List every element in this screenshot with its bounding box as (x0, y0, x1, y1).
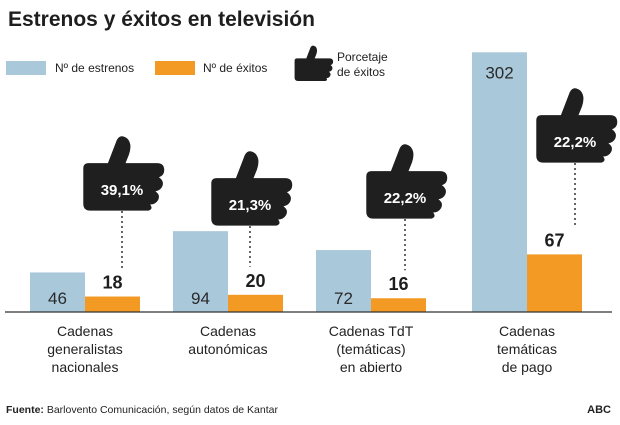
legend-label-exitos: Nº de éxitos (203, 61, 268, 75)
category-label-line: Cadenas (498, 323, 556, 339)
category-label: Cadenas generalistas nacionales (20, 322, 150, 376)
thumbs-up-shape (211, 151, 293, 226)
category-label-line: Cadenas TdT (328, 323, 414, 339)
category-label-line: temáticas (497, 341, 557, 357)
bar-estrenos (472, 52, 527, 312)
brand-logo: ABC (587, 404, 611, 416)
category-label: Cadenas TdT (temáticas) en abierto (306, 322, 436, 376)
percentage-label: 22,2% (554, 134, 597, 151)
source-label: Fuente: (6, 404, 44, 416)
legend-porcentaje-line2: de éxitos (337, 65, 386, 79)
value-label-estrenos: 302 (485, 63, 513, 82)
value-label-estrenos: 46 (48, 289, 67, 308)
bar-estrenos (173, 231, 228, 312)
percentage-label: 21,3% (229, 197, 272, 214)
category-label-line: Cadenas (199, 323, 257, 339)
category-label-line: de pago (501, 359, 553, 375)
bar-exitos (85, 296, 140, 312)
thumbs-up-shape (83, 136, 165, 211)
thumbs-up-shape (536, 88, 618, 163)
source-text: Barlovento Comunicación, según datos de … (43, 404, 278, 416)
legend-porcentaje-line1: Porcetaje (337, 50, 388, 64)
value-label-estrenos: 72 (334, 289, 353, 308)
legend-thumbs-up-icon (294, 45, 334, 81)
bar-exitos (228, 294, 283, 312)
category-label-line: nacionales (51, 359, 119, 375)
value-label-exitos: 67 (544, 230, 564, 250)
bar-exitos (371, 298, 426, 312)
thumbs-up-icon (536, 88, 618, 163)
legend-swatch-estrenos (6, 61, 46, 75)
category-label: Cadenas autonómicas (163, 322, 293, 358)
thumbs-up-shape (366, 144, 448, 219)
legend-swatch-exitos (155, 61, 195, 75)
value-label-exitos: 18 (102, 273, 122, 293)
value-label-exitos: 16 (388, 274, 408, 294)
source-note: Fuente: Barlovento Comunicación, según d… (6, 404, 278, 416)
category-label-line: en abierto (339, 359, 403, 375)
category-label-line: Cadenas (56, 323, 114, 339)
bar-exitos (527, 254, 582, 312)
percentage-label: 22,2% (384, 190, 427, 207)
percentage-label: 39,1% (101, 182, 144, 199)
legend-label-porcentaje: Porcetaje de éxitos (337, 50, 388, 80)
value-label-estrenos: 94 (191, 289, 210, 308)
thumbs-up-icon (366, 144, 448, 219)
value-label-exitos: 20 (245, 271, 265, 291)
bar-estrenos (30, 272, 85, 312)
thumbs-up-icon (211, 151, 293, 226)
category-label-line: generalistas (47, 341, 123, 357)
category-label-line: autonómicas (188, 341, 268, 357)
thumbs-up-icon (83, 136, 165, 211)
category-label: Cadenas temáticas de pago (462, 322, 592, 376)
legend-label-estrenos: Nº de estrenos (55, 61, 135, 75)
bar-estrenos (316, 250, 371, 312)
chart-title: Estrenos y éxitos en televisión (8, 8, 315, 31)
category-label-line: (temáticas) (336, 341, 406, 357)
